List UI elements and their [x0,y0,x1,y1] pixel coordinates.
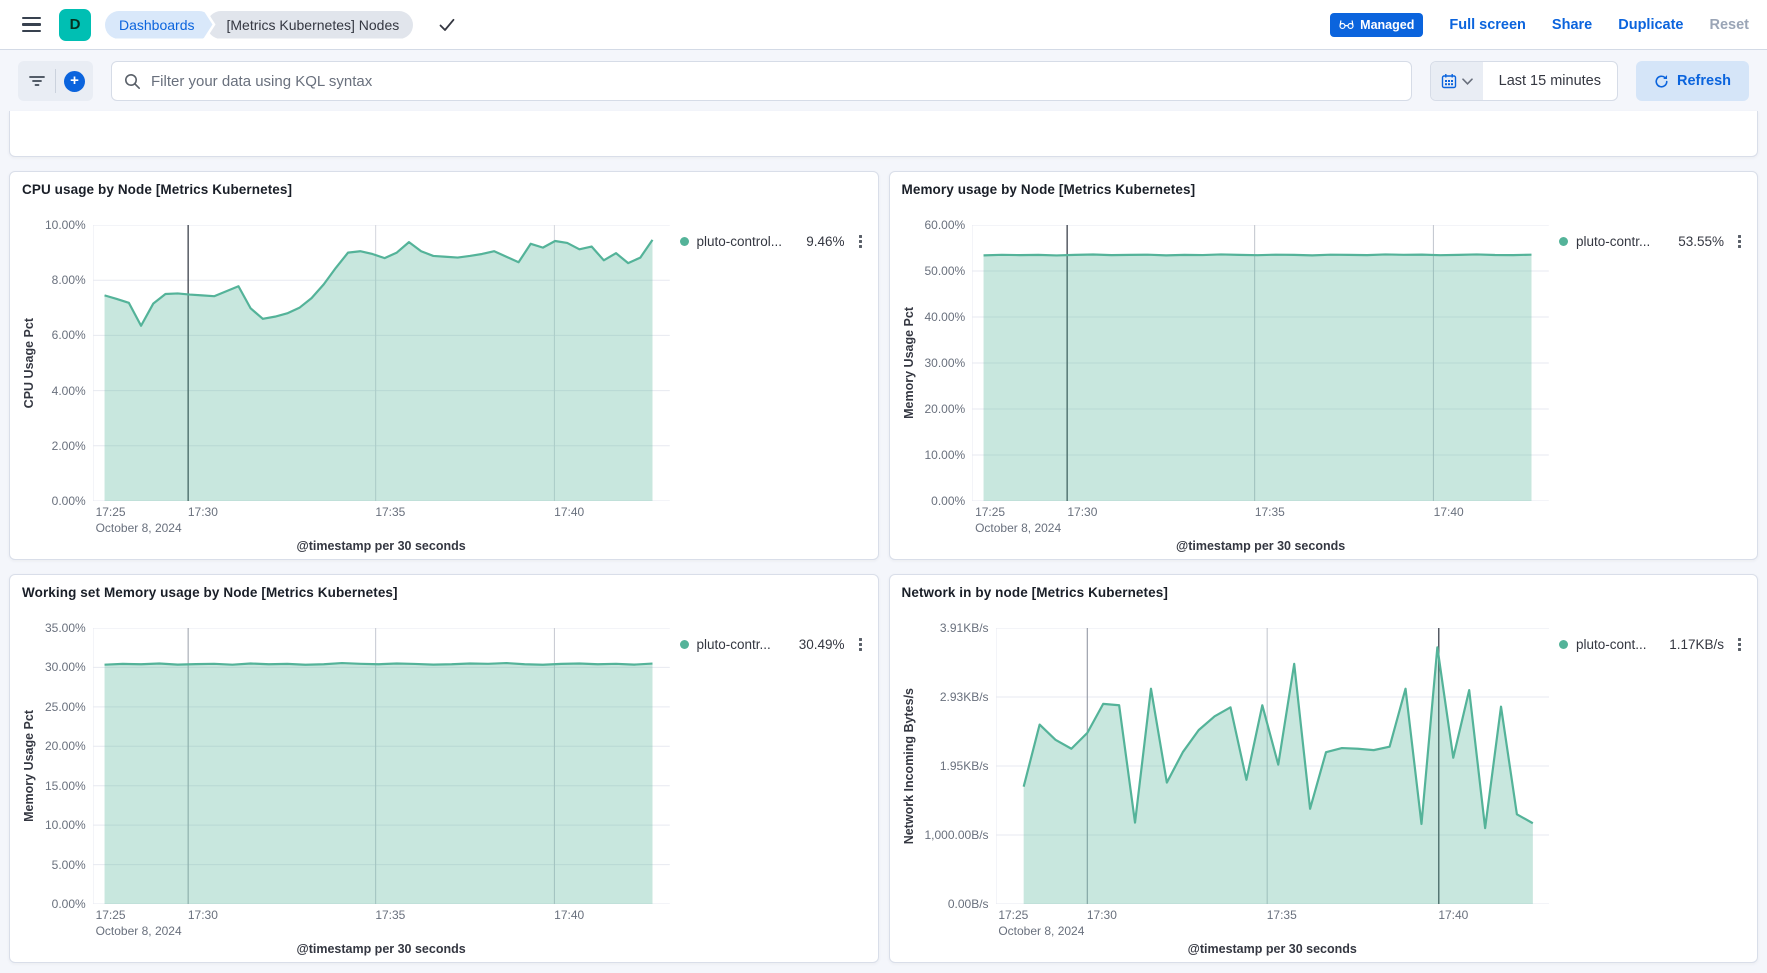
chart-plot[interactable] [93,225,670,501]
chart-title: Network in by node [Metrics Kubernetes] [901,585,1168,600]
share-button[interactable]: Share [1551,16,1593,33]
glasses-icon [1339,20,1354,30]
x-axis-title: @timestamp per 30 seconds [296,942,466,956]
divider [55,69,56,93]
dashboard-grid: CPU usage by Node [Metrics Kubernetes] C… [0,111,1767,963]
x-axis-ticks: 17:25 October 8, 2024 17:30 17:35 17:40 [998,908,1469,938]
chart-panel-network-in: Network in by node [Metrics Kubernetes] … [888,574,1758,963]
breadcrumb: Dashboards [Metrics Kubernetes] Nodes [105,10,414,39]
chart-legend: pluto-contr... 53.55% [1549,211,1745,559]
legend-actions-icon[interactable] [857,636,864,653]
legend-item[interactable]: pluto-control... 9.46% [679,233,864,250]
time-range-value[interactable]: Last 15 minutes [1498,73,1601,89]
y-axis-title: Memory Usage Pct [901,307,916,419]
chart-title: Memory usage by Node [Metrics Kubernetes… [901,182,1196,197]
kql-search-bar [111,61,1412,101]
y-axis-ticks: 60.00% 50.00% 40.00% 30.00% 20.00% 10.00% 0.00… [924,218,966,508]
legend-item[interactable]: pluto-contr... 30.49% [679,636,864,653]
legend-actions-icon[interactable] [1736,636,1743,653]
breadcrumb-current-dashboard: [Metrics Kubernetes] Nodes [206,10,414,39]
quick-select-calendar-button[interactable] [1430,62,1483,100]
chart-legend: pluto-control... 9.46% [670,211,866,559]
chart-panel-cpu-usage: CPU usage by Node [Metrics Kubernetes] C… [9,171,879,560]
series-name[interactable]: pluto-control... [696,234,783,249]
x-axis-ticks: 17:25 October 8, 2024 17:30 17:35 17:40 [95,505,585,535]
space-avatar[interactable]: D [59,8,91,41]
series-color-dot [1559,237,1568,246]
y-axis-title: Memory Usage Pct [22,710,36,822]
y-axis-title: CPU Usage Pct [22,317,36,409]
refresh-button[interactable]: Refresh [1636,61,1749,101]
legend-actions-icon[interactable] [1736,233,1743,250]
full-screen-button[interactable]: Full screen [1449,16,1526,33]
y-axis-ticks: 3.91KB/s 2.93KB/s 1.95KB/s 1,000.00B/s 0.00B… [924,621,989,911]
x-axis-title: @timestamp per 30 seconds [296,539,466,553]
legend-actions-icon[interactable] [857,233,864,250]
menu-icon[interactable] [18,13,45,36]
series-value: 9.46% [806,234,845,249]
chart-legend: pluto-cont... 1.17KB/s [1549,614,1745,962]
top-nav: D Dashboards [Metrics Kubernetes] Nodes … [0,0,1767,50]
legend-item[interactable]: pluto-cont... 1.17KB/s [1559,636,1743,653]
series-value: 30.49% [798,637,845,652]
query-bar: + Last 15 minutes Refresh [0,50,1767,111]
x-axis-title: @timestamp per 30 seconds [1176,539,1346,553]
duplicate-button[interactable]: Duplicate [1618,16,1684,33]
x-axis-ticks: 17:25 October 8, 2024 17:30 17:35 17:40 [975,505,1464,535]
series-color-dot [679,640,689,649]
saved-check-icon [439,18,455,32]
plus-icon: + [64,70,85,92]
filter-icon[interactable] [18,61,55,101]
refresh-icon [1655,74,1668,88]
clipped-panel [9,111,1758,157]
chart-title: CPU usage by Node [Metrics Kubernetes] [22,182,293,197]
chart-plot[interactable] [972,225,1549,501]
series-color-dot [679,237,689,246]
managed-badge[interactable]: Managed [1330,12,1424,37]
series-color-dot [1559,640,1568,649]
legend-item[interactable]: pluto-contr... 53.55% [1559,233,1743,250]
y-axis-ticks: 10.00% 8.00% 6.00% 4.00% 2.00% 0.00% [45,218,86,508]
chevron-down-icon [1461,77,1473,85]
kql-search-input[interactable] [151,72,1399,90]
chart-title: Working set Memory usage by Node [Metric… [22,585,398,600]
series-value: 1.17KB/s [1669,637,1724,652]
series-name[interactable]: pluto-cont... [1576,637,1647,652]
series-value: 53.55% [1678,234,1724,249]
breadcrumb-dashboards[interactable]: Dashboards [105,11,213,39]
chart-plot[interactable] [93,628,670,904]
search-icon [125,73,140,89]
x-axis-title: @timestamp per 30 seconds [1187,942,1357,956]
calendar-icon [1441,74,1456,89]
series-name[interactable]: pluto-contr... [1576,234,1651,249]
chart-panel-memory-usage: Memory usage by Node [Metrics Kubernetes… [888,171,1758,560]
add-filter-button[interactable]: + [56,61,93,101]
y-axis-title: Network Incoming Bytes/s [901,687,916,845]
x-axis-ticks: 17:25 October 8, 2024 17:30 17:35 17:40 [95,908,585,938]
reset-button[interactable]: Reset [1709,16,1750,33]
chart-plot[interactable] [996,628,1549,904]
series-name[interactable]: pluto-contr... [696,637,771,652]
chart-legend: pluto-contr... 30.49% [670,614,866,962]
y-axis-ticks: 35.00% 30.00% 25.00% 20.00% 15.00% 10.00% 5.00… [45,621,86,911]
filter-controls: + [18,61,93,101]
chart-panel-working-set-memory: Working set Memory usage by Node [Metric… [9,574,879,963]
time-range-picker: Last 15 minutes [1429,61,1618,101]
